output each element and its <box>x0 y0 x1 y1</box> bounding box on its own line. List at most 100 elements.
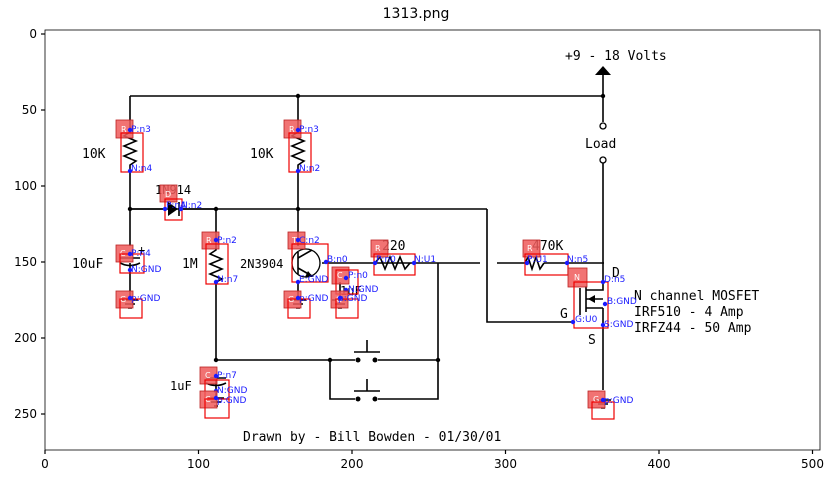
circuit-wires <box>129 74 604 400</box>
cap1-value-label: 10uF <box>72 257 103 272</box>
detection-c1: C P:n4 N:GND <box>115 244 161 275</box>
pin-annotation: P:n3 <box>131 125 151 135</box>
badge-text: R <box>206 236 212 245</box>
y-axis: 0 50 100 150 200 250 <box>14 27 45 421</box>
mosfet-symbol <box>579 282 604 315</box>
pin-annotation: N:GND <box>131 265 161 275</box>
supply-label: +9 - 18 Volts <box>565 49 667 64</box>
x-tick-label: 100 <box>187 457 210 471</box>
pin-annotation: P:n3 <box>299 125 319 135</box>
pin-annotation: N:GND <box>217 386 247 396</box>
x-tick-label: 400 <box>648 457 671 471</box>
pin-annotation: P:n0 <box>348 271 368 281</box>
pin-annotation: P:U1 <box>527 255 548 265</box>
badge-text: C <box>337 271 343 280</box>
pin-annotation: p:GND <box>604 396 633 406</box>
pin-annotation: B:n0 <box>327 255 348 265</box>
badge-text: C <box>205 371 211 380</box>
detection-g4: G p:GND <box>587 390 633 420</box>
x-axis: 0 100 200 300 400 500 <box>41 450 824 471</box>
mosfet-source-label: S <box>588 333 596 348</box>
x-tick-label: 200 <box>341 457 364 471</box>
badge-text: N <box>574 273 580 282</box>
detection-g3: G p:GND <box>330 290 367 319</box>
badge-text: R <box>527 244 533 253</box>
y-tick-label: 200 <box>14 331 37 345</box>
pin-annotation: P:n7 <box>217 371 237 381</box>
figure-title: 1313.png <box>382 6 450 22</box>
detection-r1: R P:n3 N:n4 <box>115 119 152 174</box>
pin-annotation: p:GND <box>338 294 367 304</box>
badge-text: R <box>375 244 381 253</box>
pin-annotation: N:n2 <box>181 201 202 211</box>
badge-text: G <box>593 395 599 404</box>
pin-annotation: N:n4 <box>131 164 152 174</box>
r1-value-label: 10K <box>82 147 106 162</box>
resistor-r5-symbol <box>524 254 545 272</box>
badge-text: D <box>165 190 171 199</box>
resistor-r3-symbol <box>207 246 225 283</box>
pin-annotation: N:n2 <box>299 164 320 174</box>
transistor-label: 2N3904 <box>240 257 283 271</box>
pushbutton-switch-1 <box>354 340 380 363</box>
pin-annotation: N:n5 <box>567 255 588 265</box>
credit-label: Drawn by - Bill Bowden - 01/30/01 <box>243 430 501 445</box>
detection-transistor: T C:n2 B:n0 E:GND <box>287 231 348 285</box>
pin-annotation: D:n5 <box>604 275 625 285</box>
y-tick-label: 150 <box>14 255 37 269</box>
pin-annotation: p:GND <box>217 396 246 406</box>
badge-text: R <box>289 125 295 134</box>
mosfet-drain-label: D <box>612 266 620 281</box>
badge-text: T <box>291 236 297 245</box>
pushbutton-switch-2 <box>354 379 380 402</box>
pin-annotation: B:GND <box>607 297 637 307</box>
mosfet-description-2: IRF510 - 4 Amp <box>634 305 744 320</box>
pin-annotation: P:n2 <box>217 236 237 246</box>
mosfet-gate-label: G <box>560 307 568 322</box>
pin-annotation: P:n4 <box>131 249 151 259</box>
resistor-r4-symbol <box>374 254 411 272</box>
transistor-symbol <box>291 248 321 278</box>
detection-r4: R P:n0 N:U1 <box>370 239 436 276</box>
cap1-plus-label: + <box>138 243 145 257</box>
cap3-value-label: 1uF <box>170 379 192 393</box>
pin-annotation: p:GND <box>131 294 160 304</box>
detection-r3: R P:n2 N:n7 <box>201 231 238 285</box>
pin-annotation: G:U0 <box>575 315 598 325</box>
supply-arrow-icon <box>595 66 611 75</box>
r3-value-label: 1M <box>182 257 198 272</box>
pin-annotation: P:n4 <box>166 201 186 211</box>
detection-c4: C p:GND <box>199 390 246 419</box>
x-tick-label: 500 <box>801 457 824 471</box>
detection-r5: R P:U1 N:n5 <box>522 239 588 276</box>
plot-frame <box>44 29 821 451</box>
pin-annotation: C:n2 <box>299 236 320 246</box>
r2-value-label: 10K <box>250 147 274 162</box>
y-tick-label: 250 <box>14 407 37 421</box>
pin-annotation: N:U1 <box>414 255 436 265</box>
pin-annotation: N:GND <box>348 285 378 295</box>
detection-mosfet: N D:n5 B:GND G:U0 S:GND <box>567 267 637 330</box>
load-label: Load <box>585 137 616 152</box>
pin-annotation: P:n0 <box>376 255 396 265</box>
mosfet-description-1: N channel MOSFET <box>634 289 759 304</box>
pin-annotation: E:GND <box>299 275 328 285</box>
y-tick-label: 50 <box>22 103 37 117</box>
x-tick-label: 300 <box>494 457 517 471</box>
pin-annotation: S:GND <box>604 320 633 330</box>
detection-c3: C P:n7 N:GND <box>199 366 247 400</box>
detection-g1: G p:GND <box>115 290 160 319</box>
x-tick-label: 0 <box>41 457 49 471</box>
badge-text: R <box>121 125 127 134</box>
y-tick-label: 0 <box>29 27 37 41</box>
detection-c2: C P:n0 N:GND <box>331 266 378 295</box>
pin-annotation: p:GND <box>299 294 328 304</box>
detection-diode: D P:n4 N:n2 <box>159 184 202 221</box>
detection-r2: R P:n3 N:n2 <box>283 119 320 174</box>
pin-annotation: N:n7 <box>217 275 238 285</box>
load-terminal-bottom <box>599 156 607 164</box>
load-terminal-top <box>599 122 607 130</box>
y-tick-label: 100 <box>14 179 37 193</box>
mosfet-description-3: IRFZ44 - 50 Amp <box>634 321 752 336</box>
